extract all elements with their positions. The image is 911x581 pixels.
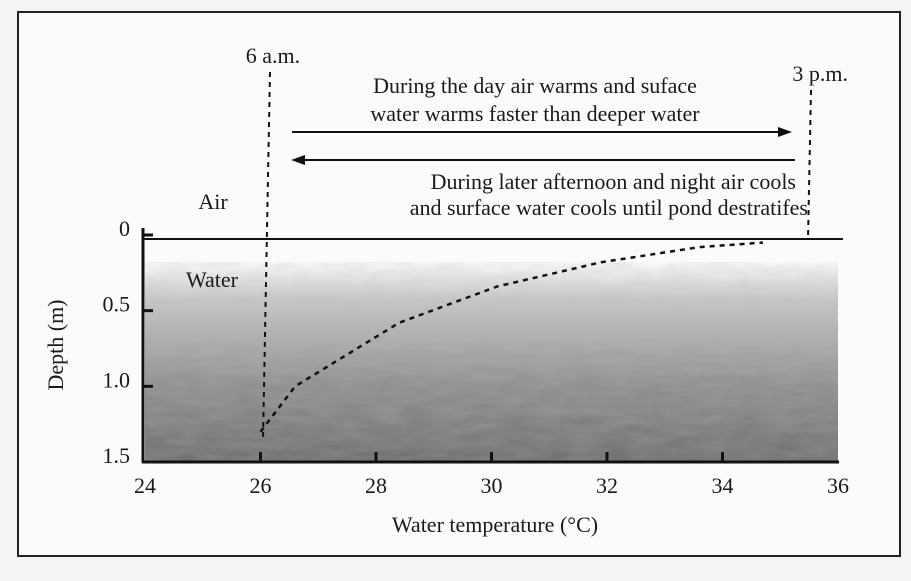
water-texture	[145, 262, 838, 462]
water-label: Water	[186, 267, 239, 292]
start-label: 6 a.m.	[246, 43, 300, 68]
start-line	[262, 71, 271, 441]
x-tick-label: 30	[481, 473, 503, 498]
end-label: 3 p.m.	[792, 61, 848, 86]
warming-text: water warms faster than deeper water	[370, 101, 700, 126]
y-axis-label: Depth (m)	[43, 299, 68, 390]
warming-text: During the day air warms and suface	[373, 73, 697, 98]
y-tick-label: 1.5	[103, 443, 131, 468]
x-tick-label: 24	[134, 473, 156, 498]
arrow-head	[778, 127, 792, 137]
arrow-head	[291, 155, 305, 165]
y-tick-label: 0	[119, 216, 130, 241]
x-tick-label: 26	[250, 473, 272, 498]
x-tick-label: 36	[827, 473, 849, 498]
cooling-text: and surface water cools until pond destr…	[410, 195, 808, 220]
end-line	[807, 89, 812, 240]
x-axis-label: Water temperature (°C)	[392, 512, 598, 537]
x-tick-label: 34	[712, 473, 734, 498]
y-tick-label: 1.0	[103, 367, 131, 392]
y-tick-label: 0.5	[103, 292, 131, 317]
x-tick-label: 28	[365, 473, 387, 498]
depth-curve	[259, 241, 764, 433]
x-tick-label: 32	[596, 473, 618, 498]
air-label: Air	[198, 189, 228, 214]
cooling-text: During later afternoon and night air coo…	[431, 169, 796, 194]
